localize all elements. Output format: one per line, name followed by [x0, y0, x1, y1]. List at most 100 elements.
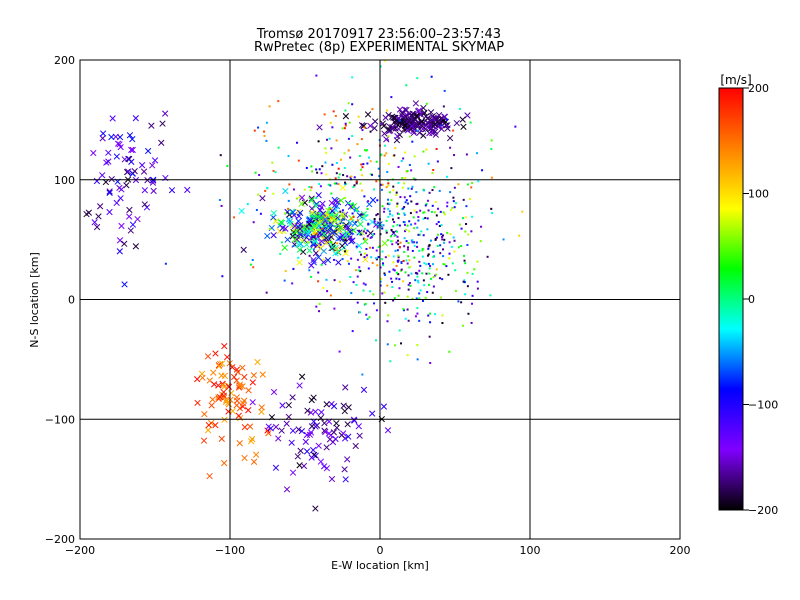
data-point — [330, 403, 338, 410]
data-point — [448, 252, 451, 255]
data-point — [521, 210, 524, 213]
data-point — [408, 220, 411, 223]
data-point — [340, 402, 347, 409]
data-point — [416, 279, 419, 282]
data-point — [387, 254, 390, 257]
data-point — [435, 273, 438, 276]
data-point — [308, 197, 315, 204]
data-point — [442, 105, 445, 108]
data-point — [390, 96, 393, 99]
data-point — [363, 303, 366, 306]
data-point — [91, 219, 98, 226]
data-point — [267, 425, 274, 432]
data-point — [329, 184, 332, 187]
chart-subtitle: RwPretec (8p) EXPERIMENTAL SKYMAP — [254, 40, 504, 55]
data-point — [406, 248, 409, 251]
data-point — [316, 235, 319, 238]
data-point — [491, 212, 494, 215]
data-point — [365, 232, 368, 235]
data-point — [384, 301, 387, 304]
data-point — [490, 147, 493, 150]
data-point — [144, 147, 152, 155]
data-point — [300, 248, 307, 256]
data-point — [448, 350, 451, 353]
data-point — [442, 248, 445, 251]
data-point — [369, 130, 372, 133]
data-point — [330, 216, 333, 219]
data-point — [298, 200, 305, 207]
data-point — [315, 74, 318, 77]
data-point — [356, 301, 359, 304]
data-point — [323, 401, 330, 408]
data-point — [400, 342, 403, 345]
data-point — [339, 158, 342, 161]
data-point — [416, 307, 419, 310]
data-point — [415, 297, 418, 300]
data-point — [359, 182, 362, 185]
data-point — [326, 290, 329, 293]
colorbar-tick-label: 0 — [748, 293, 755, 306]
data-point — [406, 354, 409, 357]
data-point — [295, 217, 302, 225]
data-point — [141, 201, 148, 208]
data-point — [399, 196, 402, 199]
data-point — [350, 237, 353, 240]
data-point — [366, 162, 369, 165]
data-point — [448, 257, 451, 260]
data-point — [354, 269, 357, 272]
colorbar-tick-label: 200 — [748, 82, 769, 95]
data-point — [295, 208, 302, 216]
data-point — [406, 308, 409, 311]
data-point — [339, 430, 347, 437]
data-point — [309, 189, 312, 192]
data-point — [413, 112, 421, 119]
data-point — [117, 143, 124, 151]
data-point — [475, 152, 478, 155]
data-point — [414, 222, 417, 225]
data-point — [402, 280, 405, 283]
data-point — [464, 262, 467, 265]
data-point — [351, 202, 354, 205]
data-point — [270, 209, 277, 217]
data-point — [440, 224, 443, 227]
data-point — [410, 200, 413, 203]
data-point — [444, 125, 451, 132]
data-point — [134, 215, 141, 223]
data-point — [404, 151, 407, 154]
data-point — [421, 272, 424, 275]
data-point — [433, 211, 436, 214]
data-point — [367, 267, 370, 270]
data-point — [420, 132, 427, 139]
data-point — [395, 194, 398, 197]
data-point — [363, 255, 366, 258]
data-point — [462, 280, 465, 283]
data-point — [315, 232, 318, 235]
data-point — [388, 213, 391, 216]
data-point — [341, 236, 344, 239]
data-point — [359, 311, 362, 314]
data-point — [371, 233, 374, 236]
data-point — [304, 230, 312, 238]
data-point — [298, 196, 301, 199]
data-point — [328, 221, 331, 224]
data-point — [424, 296, 427, 299]
data-point — [460, 244, 463, 247]
data-point — [334, 225, 337, 228]
data-point — [365, 254, 368, 257]
data-point — [412, 100, 420, 107]
data-point — [219, 154, 222, 157]
data-point — [322, 216, 329, 223]
data-point — [395, 205, 398, 208]
x-tick-label: 200 — [670, 544, 691, 557]
data-point — [218, 435, 225, 442]
data-point — [108, 175, 115, 183]
data-point — [425, 263, 428, 266]
data-point — [414, 279, 417, 282]
data-point — [316, 171, 319, 174]
data-point — [431, 204, 434, 207]
data-point — [265, 139, 268, 142]
data-point — [249, 399, 256, 406]
data-point — [410, 187, 413, 190]
data-point — [324, 256, 332, 264]
data-point — [476, 287, 479, 290]
